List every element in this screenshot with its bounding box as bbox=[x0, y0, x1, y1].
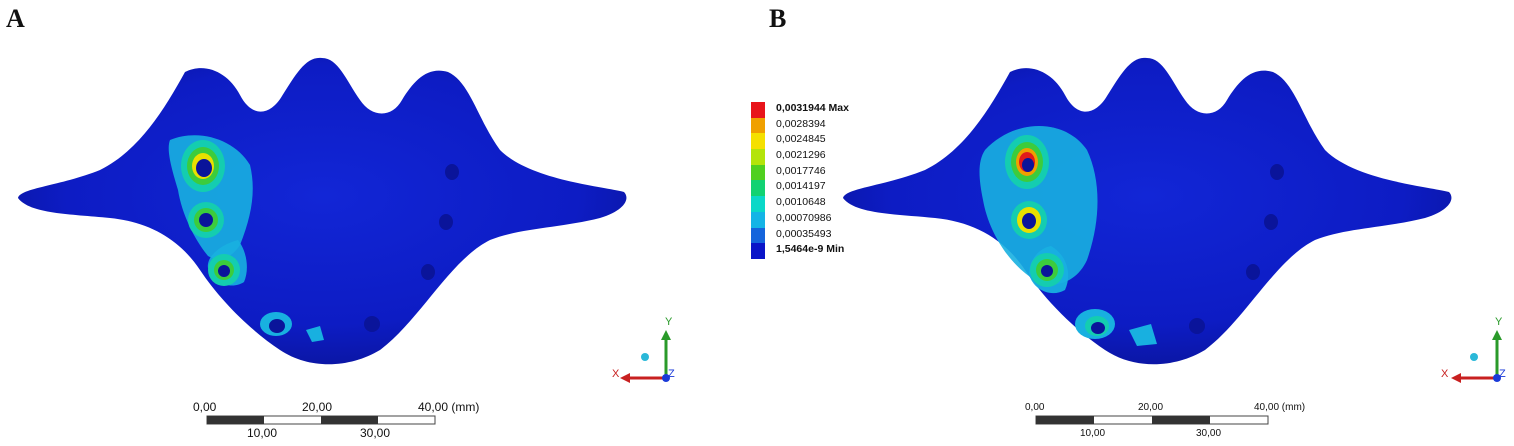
hole-b4 bbox=[1270, 164, 1284, 180]
legend-label: 0,0024845 bbox=[776, 133, 826, 146]
hole-a1 bbox=[364, 316, 380, 332]
scale-label-a-40: 40,00 (mm) bbox=[418, 400, 480, 414]
legend-label: 1,5464e-9 Min bbox=[776, 243, 845, 256]
legend-label: 0,0010648 bbox=[776, 196, 826, 209]
legend-label: 0,0017746 bbox=[776, 164, 826, 177]
legend-swatch bbox=[751, 133, 765, 150]
legend-swatch bbox=[751, 196, 765, 212]
z-axis-label-a: Z bbox=[668, 368, 675, 380]
triad-sphere bbox=[641, 353, 649, 361]
scale-bar-a bbox=[206, 415, 436, 425]
x-axis-label-a: X bbox=[612, 368, 620, 380]
scale-label-b-10: 10,00 bbox=[1080, 428, 1106, 439]
jaw-model-b bbox=[843, 57, 1452, 365]
implant-site-a4 bbox=[260, 312, 324, 342]
z-axis-label-b: Z bbox=[1499, 368, 1506, 380]
hole-b3 bbox=[1264, 214, 1278, 230]
hole-b2 bbox=[1246, 264, 1260, 280]
implant-site-b1 bbox=[1005, 135, 1049, 189]
implant-site-a1 bbox=[181, 140, 225, 192]
implant-site-b4 bbox=[1075, 309, 1157, 346]
scale-bar-b bbox=[1035, 415, 1269, 425]
implant-site-b3 bbox=[1030, 253, 1064, 287]
legend-label: 0,00070986 bbox=[776, 211, 832, 224]
hole-a4 bbox=[445, 164, 459, 180]
legend-swatch bbox=[751, 102, 765, 118]
legend-label: 0,00035493 bbox=[776, 227, 832, 240]
scale-label-b-40: 40,00 (mm) bbox=[1254, 402, 1306, 413]
y-axis-label-a: Y bbox=[665, 316, 673, 328]
scale-label-a-30: 30,00 bbox=[360, 426, 391, 440]
legend-swatch bbox=[751, 117, 765, 134]
hole-a2 bbox=[421, 264, 435, 280]
scale-label-b-20: 20,00 bbox=[1138, 402, 1164, 413]
z-axis-dot bbox=[662, 374, 670, 382]
x-axis-label-b: X bbox=[1441, 368, 1449, 380]
axis-triad-b bbox=[1451, 330, 1502, 383]
model-b bbox=[843, 57, 1452, 365]
scale-label-a-20: 20,00 bbox=[302, 400, 333, 414]
triad-sphere bbox=[1470, 353, 1478, 361]
implant-site-a2 bbox=[188, 202, 224, 238]
hole-a3 bbox=[439, 214, 453, 230]
legend-swatch bbox=[751, 149, 765, 165]
panel-label-a: A bbox=[6, 4, 25, 33]
legend-swatch bbox=[751, 180, 765, 197]
legend-label: 0,0021296 bbox=[776, 149, 826, 162]
legend-swatch bbox=[751, 243, 765, 259]
legend-swatch bbox=[751, 164, 765, 181]
axis-triad-a bbox=[620, 330, 671, 383]
scale-label-b-30: 30,00 bbox=[1196, 428, 1222, 439]
y-axis-label-b: Y bbox=[1495, 316, 1503, 328]
scale-label-a-0: 0,00 bbox=[193, 400, 217, 414]
scale-label-a-10: 10,00 bbox=[247, 426, 278, 440]
panel-label-b: B bbox=[769, 4, 787, 33]
legend-label: 0,0014197 bbox=[776, 180, 826, 193]
implant-site-b2 bbox=[1011, 201, 1047, 239]
legend-swatch bbox=[751, 211, 765, 228]
z-axis-dot bbox=[1493, 374, 1501, 382]
jaw-model-a bbox=[18, 57, 627, 365]
hole-b1 bbox=[1189, 318, 1205, 334]
implant-site-a3 bbox=[208, 254, 240, 286]
legend-label: 0,0028394 bbox=[776, 117, 826, 130]
legend-swatch bbox=[751, 227, 765, 244]
legend-label: 0,0031944 Max bbox=[776, 102, 849, 114]
scale-label-b-0: 0,00 bbox=[1025, 402, 1045, 413]
model-a bbox=[18, 57, 627, 365]
